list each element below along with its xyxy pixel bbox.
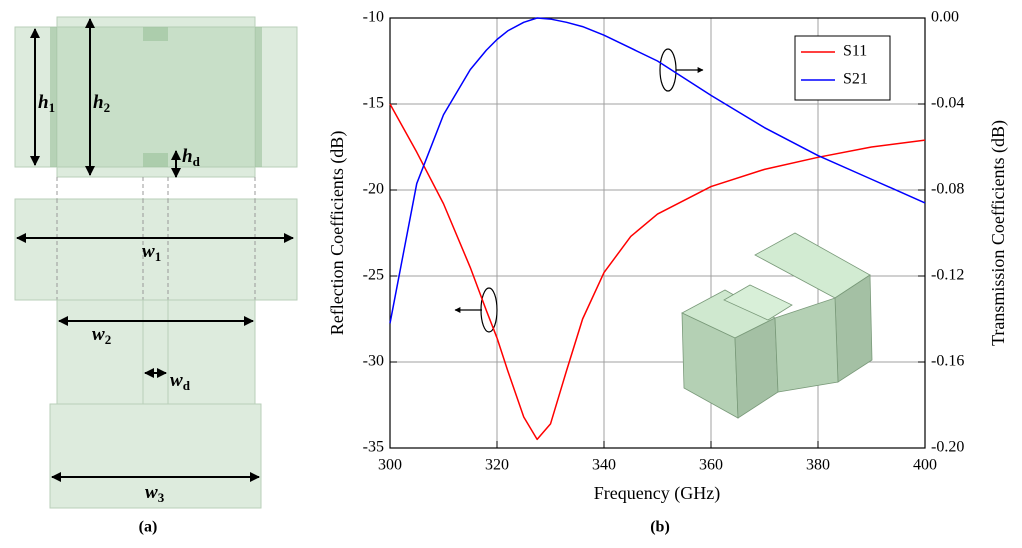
- y-tick-label: -25: [363, 267, 384, 284]
- y2-axis-title: Transmission Coefficients (dB): [988, 120, 1009, 346]
- y2-tick-label: -0.16: [931, 353, 964, 370]
- y-tick-label: -15: [363, 95, 384, 112]
- y2-tick-label: -0.20: [931, 439, 964, 456]
- x-tick-label: 400: [913, 457, 937, 474]
- y2-tick-label: -0.12: [931, 267, 964, 284]
- legend: S11 S21: [795, 36, 890, 100]
- edge: [50, 27, 57, 167]
- y2-tick-label: -0.08: [931, 181, 964, 198]
- y-tick-label: -35: [363, 439, 384, 456]
- x-tick-label: 340: [592, 457, 616, 474]
- notch: [143, 27, 168, 41]
- block: [57, 300, 255, 404]
- figure: h1 h2 hd w1 w2 wd w3 (a) Frequency (GHz)…: [0, 0, 1022, 543]
- y-tick-label: -10: [363, 9, 384, 26]
- legend-label: S21: [843, 71, 868, 88]
- y-tick-label: -20: [363, 181, 384, 198]
- x-tick-label: 360: [699, 457, 723, 474]
- y2-tick-label: 0.00: [931, 9, 959, 26]
- ellipse: [660, 49, 676, 91]
- structure-diagram: h1 h2 hd w1 w2 wd w3 (a): [15, 17, 297, 536]
- ellipse: [481, 288, 497, 332]
- x-tick-label: 380: [806, 457, 830, 474]
- legend-label: S11: [843, 43, 867, 60]
- x-tick-label: 300: [378, 457, 402, 474]
- y2-tick-label: -0.04: [931, 95, 964, 112]
- x-tick-label: 320: [485, 457, 509, 474]
- panel-label: (a): [139, 519, 158, 536]
- panel-label: (b): [650, 519, 670, 536]
- notch: [143, 153, 168, 167]
- chart: Frequency (GHz) Reflection Coefficients …: [327, 9, 1009, 536]
- y-tick-label: -30: [363, 353, 384, 370]
- edge: [255, 27, 262, 167]
- x-axis-title: Frequency (GHz): [594, 483, 720, 504]
- shape: [775, 298, 838, 392]
- y-axis-title: Reflection Coefficients (dB): [327, 131, 348, 336]
